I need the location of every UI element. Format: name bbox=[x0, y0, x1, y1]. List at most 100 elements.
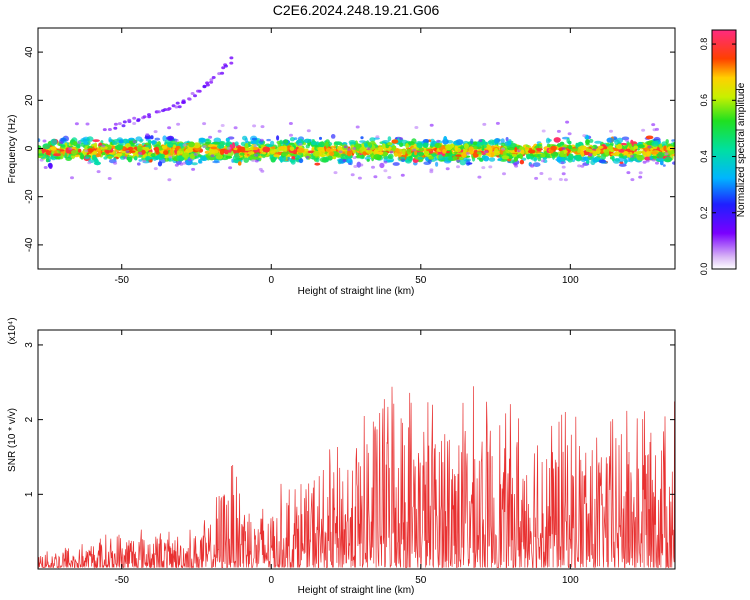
spectrogram-cell bbox=[84, 149, 89, 153]
spectrogram-cell bbox=[455, 154, 463, 157]
spectrogram-cell bbox=[102, 128, 107, 132]
spectrogram-cell bbox=[305, 155, 310, 159]
spectrogram-cell bbox=[202, 84, 207, 88]
spectrogram-cell bbox=[558, 178, 563, 181]
spectrogram-cell bbox=[501, 147, 506, 151]
spectrogram-cell bbox=[170, 148, 174, 155]
spectrogram-cell bbox=[216, 144, 225, 149]
spectrogram-cell bbox=[253, 144, 258, 148]
spectrogram-cell bbox=[289, 133, 293, 137]
spectrogram-cell bbox=[561, 147, 566, 151]
spectrogram-cell bbox=[651, 151, 659, 155]
spectrogram-cell bbox=[167, 178, 172, 182]
spectrogram-cell bbox=[50, 138, 58, 146]
x-tick-label: 50 bbox=[415, 275, 427, 286]
spectrogram-cell bbox=[434, 142, 442, 149]
spectrogram-cell bbox=[147, 115, 152, 119]
spectrogram-cell bbox=[400, 173, 405, 177]
spectrogram-cell bbox=[417, 151, 425, 157]
spectrogram-cell bbox=[426, 149, 433, 152]
spectrogram-cell bbox=[556, 156, 562, 163]
spectrogram-cell bbox=[567, 140, 572, 145]
spectrogram-cell bbox=[378, 146, 384, 152]
spectrogram-cell bbox=[205, 141, 212, 145]
spectrogram-cell bbox=[121, 124, 126, 128]
spectrogram-cell bbox=[665, 139, 669, 144]
spectrogram-cell bbox=[325, 141, 329, 148]
spectrogram-cell bbox=[346, 148, 351, 152]
spectrogram-cell bbox=[533, 157, 537, 162]
spectrogram-cell bbox=[211, 76, 216, 79]
spectrogram-cell bbox=[210, 154, 215, 158]
spectrogram-cell bbox=[623, 155, 628, 159]
spectrogram-cell bbox=[563, 178, 568, 182]
spectrogram-cell bbox=[604, 148, 610, 155]
x-tick-label: 0 bbox=[268, 275, 274, 286]
spectrogram-cell bbox=[219, 149, 225, 155]
spectrogram-cell bbox=[155, 155, 159, 161]
spectrogram-cell bbox=[92, 139, 100, 143]
spectrogram-cell bbox=[495, 121, 500, 125]
spectrogram-cell bbox=[455, 139, 464, 146]
spectrogram-cell bbox=[314, 162, 321, 166]
spectrogram-cell bbox=[430, 153, 437, 157]
spectrogram-cell bbox=[513, 156, 518, 162]
spectrogram-cell bbox=[519, 153, 523, 159]
spectrogram-cell bbox=[132, 122, 137, 125]
spectrogram-cell bbox=[138, 159, 143, 162]
spectrogram-cell bbox=[232, 159, 240, 163]
spectrogram-cell bbox=[233, 126, 238, 130]
spectrogram-cell bbox=[392, 162, 400, 166]
spectrogram-cell bbox=[182, 152, 190, 158]
spectrogram-cell bbox=[220, 71, 225, 75]
spectrogram-cell bbox=[366, 158, 370, 162]
snr-frame bbox=[37, 329, 676, 570]
spectrogram-cell bbox=[454, 145, 458, 152]
spectrogram-cell bbox=[174, 163, 179, 167]
spectrogram-cell bbox=[270, 146, 276, 150]
spectrogram-cell bbox=[595, 148, 601, 154]
spectrogram-cell bbox=[387, 176, 392, 179]
spectrogram-cell bbox=[188, 141, 195, 148]
spectrogram-cell bbox=[379, 162, 385, 169]
page-title: C2E6.2024.248.19.21.G06 bbox=[272, 2, 440, 18]
spectrogram-cell bbox=[505, 137, 509, 142]
spectrogram-cell bbox=[529, 163, 534, 167]
spectrogram-cell bbox=[655, 127, 659, 131]
spectrogram-cell bbox=[196, 89, 200, 93]
spectrogram-cell bbox=[260, 169, 265, 173]
spectrogram-cell bbox=[224, 149, 229, 155]
spectrogram-cell bbox=[176, 155, 185, 162]
spectrogram-cell bbox=[221, 66, 226, 70]
spectrogram-cell bbox=[137, 162, 141, 166]
spectrogram-cell bbox=[238, 161, 242, 166]
spectrogram-cell bbox=[537, 157, 542, 162]
spectrogram-cell bbox=[500, 142, 506, 147]
spectrogram-cell bbox=[412, 148, 417, 152]
spectrogram-cell bbox=[197, 154, 202, 157]
spectrogram-cell bbox=[93, 142, 98, 149]
spectrogram-x-label: Height of straight line (km) bbox=[298, 286, 415, 297]
spectrogram-cell bbox=[172, 144, 176, 149]
spectrogram-cell bbox=[407, 141, 415, 146]
spectrogram-cell bbox=[356, 155, 363, 158]
spectrogram-cell bbox=[345, 158, 353, 164]
spectrogram-cell bbox=[176, 122, 181, 126]
spectrogram-cell bbox=[568, 153, 574, 160]
spectrogram-cell bbox=[234, 152, 241, 159]
spectrogram-cell bbox=[609, 142, 614, 147]
spectrogram-cell bbox=[352, 156, 357, 160]
spectrogram-cell bbox=[307, 150, 315, 154]
spectrogram-cell bbox=[83, 138, 90, 142]
spectrogram-cell bbox=[153, 167, 158, 171]
spectrogram-cell bbox=[352, 147, 357, 150]
spectrogram-cell bbox=[565, 120, 570, 124]
spectrogram-cell bbox=[318, 141, 325, 148]
spectrogram-cell bbox=[662, 164, 666, 167]
spectrogram-cell bbox=[205, 81, 210, 85]
spectrogram-cell bbox=[481, 145, 485, 152]
spectrogram-cell bbox=[594, 140, 602, 144]
spectrogram-cell bbox=[107, 155, 113, 159]
spectrogram-cell bbox=[534, 176, 539, 180]
spectrogram-cell bbox=[333, 171, 338, 175]
